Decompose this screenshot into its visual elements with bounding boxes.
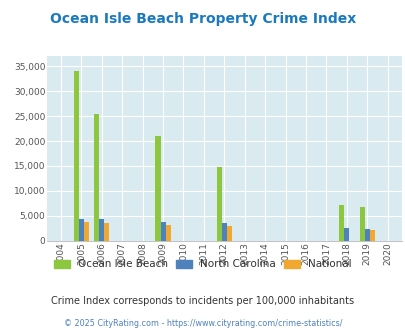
Text: Ocean Isle Beach Property Crime Index: Ocean Isle Beach Property Crime Index <box>50 12 355 25</box>
Bar <box>369 230 374 241</box>
Bar <box>99 219 104 241</box>
Bar <box>226 226 231 241</box>
Bar <box>165 225 170 241</box>
Text: Crime Index corresponds to incidents per 100,000 inhabitants: Crime Index corresponds to incidents per… <box>51 296 354 306</box>
Text: © 2025 CityRating.com - https://www.cityrating.com/crime-statistics/: © 2025 CityRating.com - https://www.city… <box>64 319 341 328</box>
Bar <box>84 222 89 241</box>
Bar <box>359 207 364 241</box>
Bar <box>338 205 343 241</box>
Bar <box>79 219 84 241</box>
Bar <box>104 223 109 241</box>
Bar <box>155 136 160 241</box>
Bar <box>364 229 369 241</box>
Bar <box>160 222 165 241</box>
Bar <box>216 167 221 241</box>
Bar <box>74 71 79 241</box>
Legend: Ocean Isle Beach, North Carolina, National: Ocean Isle Beach, North Carolina, Nation… <box>50 255 355 274</box>
Bar <box>343 228 349 241</box>
Bar <box>94 114 99 241</box>
Bar <box>221 223 226 241</box>
